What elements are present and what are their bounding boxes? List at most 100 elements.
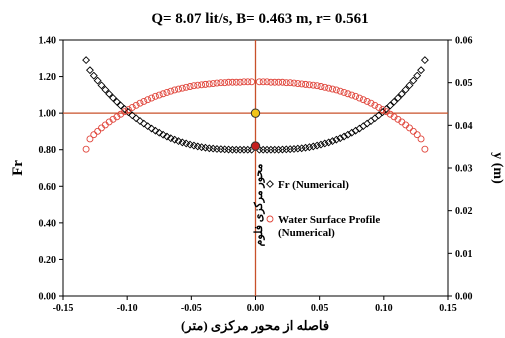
y-left-tick-label: 1.40 bbox=[39, 36, 57, 47]
water-surface-point bbox=[144, 96, 152, 104]
legend-label: Water Surface Profile bbox=[278, 214, 380, 226]
y-right-tick-label: 0.04 bbox=[455, 121, 473, 132]
fr-data-point bbox=[286, 145, 295, 154]
x-tick-label: 0.10 bbox=[375, 303, 393, 314]
water-surface-point bbox=[232, 78, 240, 86]
water-surface-point bbox=[182, 83, 190, 91]
y-left-tick-label: 1.00 bbox=[39, 109, 57, 120]
fr-data-point bbox=[394, 94, 402, 102]
water-surface-point bbox=[332, 86, 340, 94]
centerline-fr-marker bbox=[250, 141, 261, 151]
fr-data-point bbox=[147, 124, 156, 133]
x-tick-label: -0.15 bbox=[53, 303, 74, 314]
fr-data-point bbox=[282, 145, 291, 154]
x-tick-label: 0.05 bbox=[311, 303, 329, 314]
water-surface-point bbox=[344, 90, 352, 98]
water-surface-point bbox=[379, 106, 386, 113]
water-surface-point bbox=[171, 86, 179, 94]
fr-data-point bbox=[401, 85, 410, 94]
fr-data-point bbox=[116, 101, 125, 110]
fr-data-point bbox=[278, 145, 287, 154]
water-surface-point bbox=[190, 82, 198, 90]
x-tick-label: -0.10 bbox=[117, 303, 138, 314]
water-surface-point bbox=[94, 127, 102, 135]
water-surface-point bbox=[371, 101, 379, 109]
y-right-tick-label: 0.01 bbox=[455, 249, 473, 260]
fr-data-point bbox=[132, 114, 141, 123]
fr-data-point bbox=[274, 145, 283, 154]
water-surface-point bbox=[121, 108, 129, 116]
y-left-tick-label: 0.60 bbox=[39, 182, 57, 193]
water-surface-point bbox=[213, 79, 221, 87]
fr-data-point bbox=[297, 144, 306, 153]
water-surface-point bbox=[255, 78, 263, 86]
fr-data-point bbox=[159, 130, 168, 139]
legend-marker-water-surface bbox=[266, 215, 274, 223]
water-surface-point bbox=[221, 79, 229, 87]
water-surface-point bbox=[259, 78, 267, 86]
water-surface-point bbox=[163, 89, 171, 96]
water-surface-point bbox=[267, 78, 275, 86]
water-surface-point bbox=[198, 81, 206, 89]
fr-data-point bbox=[86, 66, 94, 75]
y-right-tick-label: 0.02 bbox=[455, 206, 473, 217]
legend: Fr (Numerical) Water Surface Profile(Nume… bbox=[266, 179, 380, 239]
fr-data-point bbox=[367, 117, 375, 125]
water-surface-point bbox=[375, 103, 383, 111]
fr-data-point bbox=[155, 128, 164, 137]
water-surface-point bbox=[228, 78, 236, 86]
x-tick-label: 0.00 bbox=[247, 303, 265, 314]
chart-title: Q= 8.07 lit/s, B= 0.463 m, r= 0.561 bbox=[151, 11, 368, 27]
water-surface-point bbox=[136, 99, 144, 107]
water-surface-point bbox=[359, 96, 367, 104]
water-surface-point bbox=[302, 80, 309, 88]
y-right-tick-label: 0.00 bbox=[455, 292, 473, 303]
water-surface-point bbox=[329, 85, 336, 93]
fr-data-point bbox=[136, 117, 144, 125]
fr-data-point bbox=[390, 97, 399, 106]
fr-data-point bbox=[320, 139, 329, 148]
water-surface-point bbox=[313, 82, 321, 90]
water-surface-point bbox=[186, 83, 194, 90]
y-right-tick-label: 0.06 bbox=[455, 36, 473, 47]
fr-data-point bbox=[112, 97, 121, 106]
water-surface-point bbox=[417, 135, 425, 143]
water-surface-point bbox=[321, 83, 329, 91]
water-surface-point bbox=[348, 91, 356, 99]
water-surface-point bbox=[336, 87, 344, 95]
water-surface-point bbox=[244, 78, 252, 86]
water-surface-point bbox=[178, 84, 186, 92]
water-surface-point bbox=[205, 80, 213, 88]
fr-data-point bbox=[309, 142, 318, 151]
fr-data-point bbox=[82, 56, 91, 65]
water-surface-point bbox=[248, 78, 256, 86]
water-surface-point bbox=[194, 81, 202, 89]
y-left-tick-label: 0.40 bbox=[39, 218, 57, 229]
water-surface-point bbox=[282, 79, 290, 87]
fr-data-point bbox=[305, 143, 314, 152]
water-surface-point bbox=[175, 85, 182, 93]
water-surface-point bbox=[167, 87, 175, 95]
water-surface-point bbox=[275, 78, 283, 86]
y-left-tick-label: 0.20 bbox=[39, 255, 57, 266]
fr-data-point bbox=[363, 119, 372, 128]
water-surface-point bbox=[363, 97, 371, 105]
y-right-tick-label: 0.05 bbox=[455, 78, 473, 89]
water-surface-point bbox=[279, 78, 286, 86]
y-axis-label-right: y (m) bbox=[490, 152, 505, 184]
water-surface-point bbox=[236, 78, 244, 86]
fr-data-point bbox=[343, 130, 352, 139]
water-surface-point bbox=[421, 145, 429, 153]
fr-data-point bbox=[340, 132, 348, 141]
fr-data-point bbox=[370, 114, 379, 123]
fr-data-point bbox=[139, 119, 148, 128]
water-surface-point bbox=[263, 78, 271, 86]
fr-data-point bbox=[328, 137, 337, 146]
water-surface-point bbox=[159, 90, 167, 98]
water-surface-point bbox=[90, 131, 98, 139]
fr-data-point bbox=[382, 105, 391, 113]
fr-data-point bbox=[109, 94, 117, 102]
water-surface-point bbox=[305, 81, 313, 89]
water-surface-point bbox=[240, 78, 248, 86]
water-surface-point bbox=[325, 84, 333, 92]
